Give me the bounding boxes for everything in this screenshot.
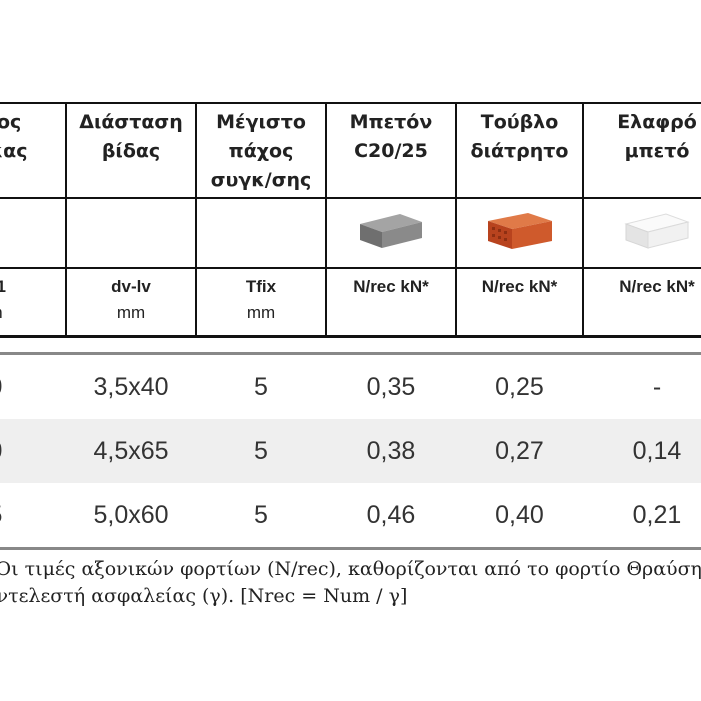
unit-cell: Tfix mm (195, 267, 327, 338)
cell-thickness: 60 (0, 419, 66, 483)
footnote-line-1: * Οι τιμές αξονικών φορτίων (N/rec), καθ… (0, 558, 701, 580)
screw-load-table-wrapper: Πάχος πλάκας Διάσταση βίδας Μέγιστο πάχο… (0, 102, 701, 550)
table-row: 65 5,0x60 5 0,46 0,40 0,21 (0, 483, 701, 550)
header-concrete: Μπετόν C20/25 (325, 102, 457, 199)
cell-screw-dimension: 5,0x60 (66, 483, 196, 550)
cell-lightweight-load: 0,21 (583, 483, 701, 550)
empty-cell (65, 197, 197, 269)
cell-brick-load: 0,27 (456, 419, 583, 483)
empty-cell (195, 197, 327, 269)
unit-cell: hm1mm (0, 267, 67, 338)
table-header-row: Πάχος πλάκας Διάσταση βίδας Μέγιστο πάχο… (0, 102, 701, 199)
lightweight-block-image (582, 197, 701, 269)
cell-max-thickness: 5 (196, 419, 326, 483)
header-lightweight-concrete: Ελαφρό μπετό (582, 102, 701, 199)
table-divider (0, 336, 701, 355)
cell-screw-dimension: 4,5x65 (66, 419, 196, 483)
concrete-block-icon (360, 213, 422, 248)
header-max-fixture-thickness: Μέγιστο πάχος συγκ/σης (195, 102, 327, 199)
header-thickness: Πάχος πλάκας (0, 102, 67, 199)
hollow-brick-icon (487, 212, 552, 249)
cell-max-thickness: 5 (196, 483, 326, 550)
cell-concrete-load: 0,38 (326, 419, 456, 483)
footnote: * Οι τιμές αξονικών φορτίων (N/rec), καθ… (0, 556, 701, 610)
table-row: 40 3,5x40 5 0,35 0,25 - (0, 354, 701, 420)
cell-brick-load: 0,40 (456, 483, 583, 550)
cell-brick-load: 0,25 (495, 372, 544, 401)
table-row: 60 4,5x65 5 0,38 0,27 0,14 (0, 419, 701, 483)
material-images-row (0, 197, 701, 269)
unit-cell: dv-lv mm (65, 267, 197, 338)
lightweight-block-icon (624, 212, 690, 249)
unit-cell: N/rec kN* (582, 267, 701, 338)
cell-lightweight-load: - (652, 372, 662, 401)
unit-cell: N/rec kN* (325, 267, 457, 338)
screw-load-table: Πάχος πλάκας Διάσταση βίδας Μέγιστο πάχο… (0, 102, 701, 550)
cell-thickness: 65 (0, 483, 66, 550)
hollow-brick-image (455, 197, 584, 269)
unit-cell: N/rec kN* (455, 267, 584, 338)
concrete-block-image (325, 197, 457, 269)
header-screw-dimension: Διάσταση βίδας (65, 102, 197, 199)
cell-thickness: 40 (0, 354, 66, 420)
cell-concrete-load: 0,46 (326, 483, 456, 550)
empty-cell (0, 197, 67, 269)
cell-screw-dimension: 3,5x40 (93, 372, 169, 401)
footnote-line-2: συντελεστή ασφαλείας (γ). [Nrec = Num / … (0, 585, 408, 607)
cell-max-thickness: 5 (254, 372, 268, 401)
cell-concrete-load: 0,35 (366, 372, 416, 401)
header-hollow-brick: Τούβλο διάτρητο (455, 102, 584, 199)
cell-lightweight-load: 0,14 (583, 419, 701, 483)
